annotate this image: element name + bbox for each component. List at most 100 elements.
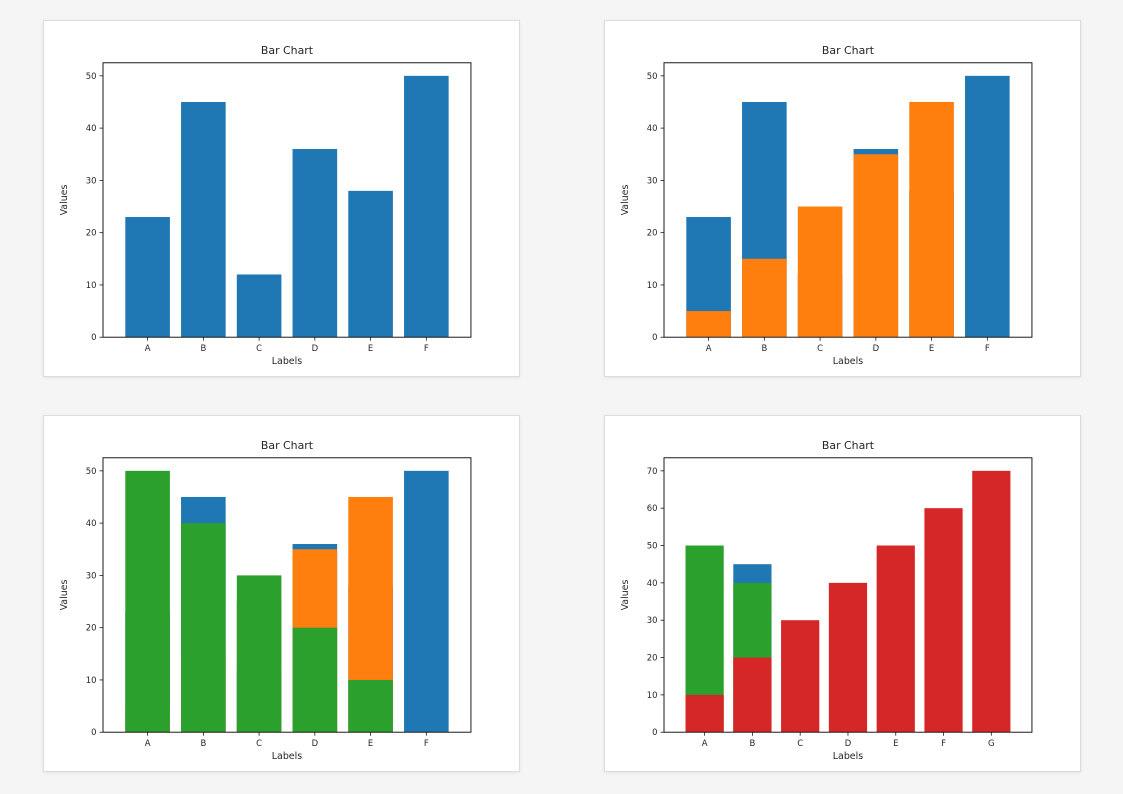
bar-F-blue — [404, 470, 449, 733]
x-tick-label: E — [893, 738, 898, 748]
y-tick-label: 30 — [647, 615, 658, 625]
bar-A-blue — [125, 216, 170, 338]
x-tick-label: C — [797, 738, 803, 748]
bar-B-red — [733, 657, 772, 733]
chart-card-top-right: 0 10 20 30 40 50 A B C D E F Bar Chart Labels Values — [604, 20, 1081, 377]
y-tick-label: 70 — [647, 466, 658, 476]
bar-E-green — [348, 679, 393, 733]
x-axis-label: Labels — [272, 356, 302, 367]
y-tick-label: 30 — [86, 175, 97, 185]
chart-title: Bar Chart — [822, 439, 875, 452]
y-axis-label: Values — [620, 579, 631, 610]
y-tick-label: 40 — [86, 518, 97, 528]
axes-spines — [102, 62, 472, 338]
x-tick-label: B — [750, 738, 756, 748]
bar-C-red — [781, 620, 820, 733]
y-tick-label: 10 — [647, 280, 658, 290]
x-tick-label: B — [200, 738, 206, 748]
x-tick-label: A — [145, 343, 151, 353]
y-axis-label: Values — [59, 579, 70, 610]
x-tick-label: B — [200, 343, 206, 353]
x-axis-label: Labels — [833, 356, 863, 367]
y-tick-label: 20 — [647, 653, 658, 663]
x-tick-label: B — [761, 343, 767, 353]
axes-spines — [663, 62, 1033, 338]
x-tick-label: F — [424, 738, 429, 748]
y-tick-label: 30 — [647, 175, 658, 185]
bar-A-red — [685, 694, 724, 733]
x-tick-label: E — [368, 738, 373, 748]
y-tick-label: 50 — [647, 540, 658, 550]
y-tick-label: 30 — [86, 570, 97, 580]
x-tick-label: D — [312, 738, 319, 748]
x-tick-label: F — [941, 738, 946, 748]
y-tick-label: 0 — [652, 332, 657, 342]
bar-C-green — [236, 575, 282, 733]
bar-D-orange — [853, 154, 899, 338]
axes-spines — [102, 457, 472, 733]
x-tick-label: C — [256, 343, 262, 353]
bar-F-blue — [965, 75, 1010, 338]
y-tick-label: 50 — [647, 71, 658, 81]
x-tick-label: C — [817, 343, 823, 353]
x-tick-label: E — [929, 343, 934, 353]
bar-E-orange — [909, 101, 954, 338]
bar-B-orange — [742, 258, 787, 338]
bar-A-green — [125, 470, 170, 733]
x-tick-label: G — [988, 738, 995, 748]
y-tick-label: 50 — [86, 466, 97, 476]
x-tick-label: D — [845, 738, 852, 748]
bar-C-orange — [797, 206, 843, 338]
x-tick-label: C — [256, 738, 262, 748]
bar-chart-figure: 0 10 20 30 40 50 60 70 A B C D E F G Bar Chart Labels Val… — [605, 416, 1080, 771]
bar-chart-figure: 0 10 20 30 40 50 A B C D E F Bar Chart Labels Values — [605, 21, 1080, 376]
bar-B-blue — [181, 101, 226, 338]
chart-card-top-left: 0 10 20 30 40 50 A B C D E F Bar Chart Labels Values — [43, 20, 520, 377]
y-tick-label: 10 — [86, 280, 97, 290]
bar-C-blue — [236, 274, 282, 338]
x-tick-label: D — [312, 343, 319, 353]
x-tick-label: A — [706, 343, 712, 353]
y-axis-label: Values — [59, 184, 70, 215]
y-tick-label: 10 — [647, 690, 658, 700]
y-tick-label: 40 — [647, 123, 658, 133]
chart-title: Bar Chart — [822, 44, 875, 57]
y-tick-label: 10 — [86, 675, 97, 685]
bar-chart-figure: 0 10 20 30 40 50 A B C D E F Bar Chart Labels Values — [44, 416, 519, 771]
bar-F-red — [924, 508, 963, 733]
y-tick-label: 20 — [86, 623, 97, 633]
bar-E-blue — [348, 190, 393, 338]
y-tick-label: 50 — [86, 71, 97, 81]
chart-title: Bar Chart — [261, 44, 314, 57]
y-tick-label: 0 — [652, 727, 657, 737]
y-tick-label: 40 — [86, 123, 97, 133]
bar-A-orange — [686, 311, 731, 338]
chart-card-bottom-left: 0 10 20 30 40 50 A B C D E F Bar Chart Labels Values — [43, 415, 520, 772]
x-tick-label: D — [873, 343, 880, 353]
bar-G-red — [972, 470, 1011, 733]
y-tick-label: 0 — [91, 332, 96, 342]
bar-D-red — [828, 582, 868, 733]
y-tick-label: 20 — [86, 228, 97, 238]
y-tick-label: 60 — [647, 503, 658, 513]
x-tick-label: A — [145, 738, 151, 748]
y-tick-label: 20 — [647, 228, 658, 238]
y-axis-label: Values — [620, 184, 631, 215]
bar-D-green — [292, 627, 338, 733]
bar-D-blue — [292, 149, 338, 338]
y-tick-label: 0 — [91, 727, 96, 737]
x-tick-label: F — [424, 343, 429, 353]
y-tick-label: 40 — [647, 578, 658, 588]
x-axis-label: Labels — [833, 751, 863, 762]
bar-F-blue — [404, 75, 449, 338]
x-tick-label: F — [985, 343, 990, 353]
chart-title: Bar Chart — [261, 439, 314, 452]
bar-chart-figure: 0 10 20 30 40 50 A B C D E F Bar Chart Labels Values — [44, 21, 519, 376]
bar-E-red — [876, 545, 915, 733]
x-tick-label: E — [368, 343, 373, 353]
chart-card-bottom-right: 0 10 20 30 40 50 60 70 A B C D E F G Bar Chart Labels Val… — [604, 415, 1081, 772]
bar-B-green — [181, 523, 226, 733]
x-tick-label: A — [702, 738, 708, 748]
x-axis-label: Labels — [272, 751, 302, 762]
